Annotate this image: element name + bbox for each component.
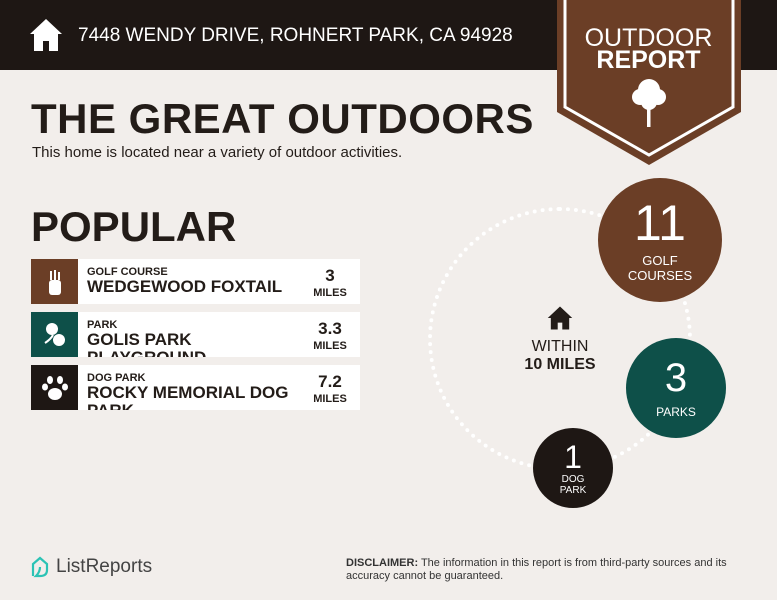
item-unit: MILES — [313, 340, 347, 352]
popular-item: PARK GOLIS PARK PLAYGROUND 3.3 MILES — [31, 312, 360, 357]
item-distance: 3 — [325, 266, 335, 285]
radius-label: WITHIN 10 MILES — [505, 305, 615, 374]
dogpark-count: 1 — [564, 439, 582, 475]
badge-title-line2: REPORT — [596, 46, 701, 74]
home-icon — [30, 19, 62, 51]
park-count: 3 — [664, 356, 688, 400]
listreports-logo-icon — [31, 556, 49, 578]
listreports-logo: ListReports — [30, 556, 152, 578]
golf-label: GOLF — [642, 253, 678, 268]
outdoor-report-badge — [557, 0, 741, 165]
item-name: WEDGEWOOD FOXTAIL — [87, 277, 283, 296]
golf-count: 11 — [634, 195, 686, 251]
item-unit: MILES — [313, 287, 347, 299]
popular-item: DOG PARK ROCKY MEMORIAL DOG PARK 7.2 MIL… — [31, 365, 360, 410]
badge-title-line1: OUTDOOR — [584, 24, 713, 52]
item-name: GOLIS PARK PLAYGROUND — [87, 330, 206, 358]
page-subtitle: This home is located near a variety of o… — [32, 144, 403, 161]
dogpark-label: DOG — [561, 474, 585, 485]
trees-icon — [31, 312, 78, 357]
golf-label-2: COURSES — [627, 268, 693, 283]
item-name: ROCKY MEMORIAL DOG PARK — [87, 383, 289, 411]
popular-heading: POPULAR — [31, 203, 237, 250]
item-category: DOG PARK — [87, 372, 146, 384]
within-text: WITHIN — [531, 338, 589, 355]
park-count-circle: 3 PARKS — [626, 338, 726, 438]
property-address: 7448 WENDY DRIVE, ROHNERT PARK, CA 94928 — [78, 25, 513, 46]
item-unit: MILES — [313, 393, 347, 405]
park-label: PARKS — [656, 405, 696, 419]
disclaimer-text: The information in this report is from t… — [346, 557, 727, 582]
item-category: PARK — [87, 319, 118, 331]
home-icon — [547, 306, 573, 330]
item-distance: 7.2 — [318, 372, 342, 391]
disclaimer: DISCLAIMER: The information in this repo… — [346, 557, 746, 583]
item-category: GOLF COURSE — [87, 266, 168, 278]
golf-count-circle: 11 GOLF COURSES — [598, 178, 722, 302]
popular-item: GOLF COURSE WEDGEWOOD FOXTAIL 3 MILES — [31, 259, 360, 304]
tree-icon — [632, 79, 666, 127]
golf-bag-icon — [31, 259, 78, 304]
page-title: THE GREAT OUTDOORS — [31, 95, 534, 142]
radius-distance: 10 MILES — [524, 356, 596, 373]
brand-name: ListReports — [56, 556, 153, 577]
disclaimer-label: DISCLAIMER: — [346, 557, 419, 569]
item-distance: 3.3 — [318, 319, 342, 338]
paw-icon — [31, 365, 78, 410]
dogpark-count-circle: 1 DOG PARK — [533, 428, 613, 508]
dogpark-label-2: PARK — [559, 485, 587, 496]
